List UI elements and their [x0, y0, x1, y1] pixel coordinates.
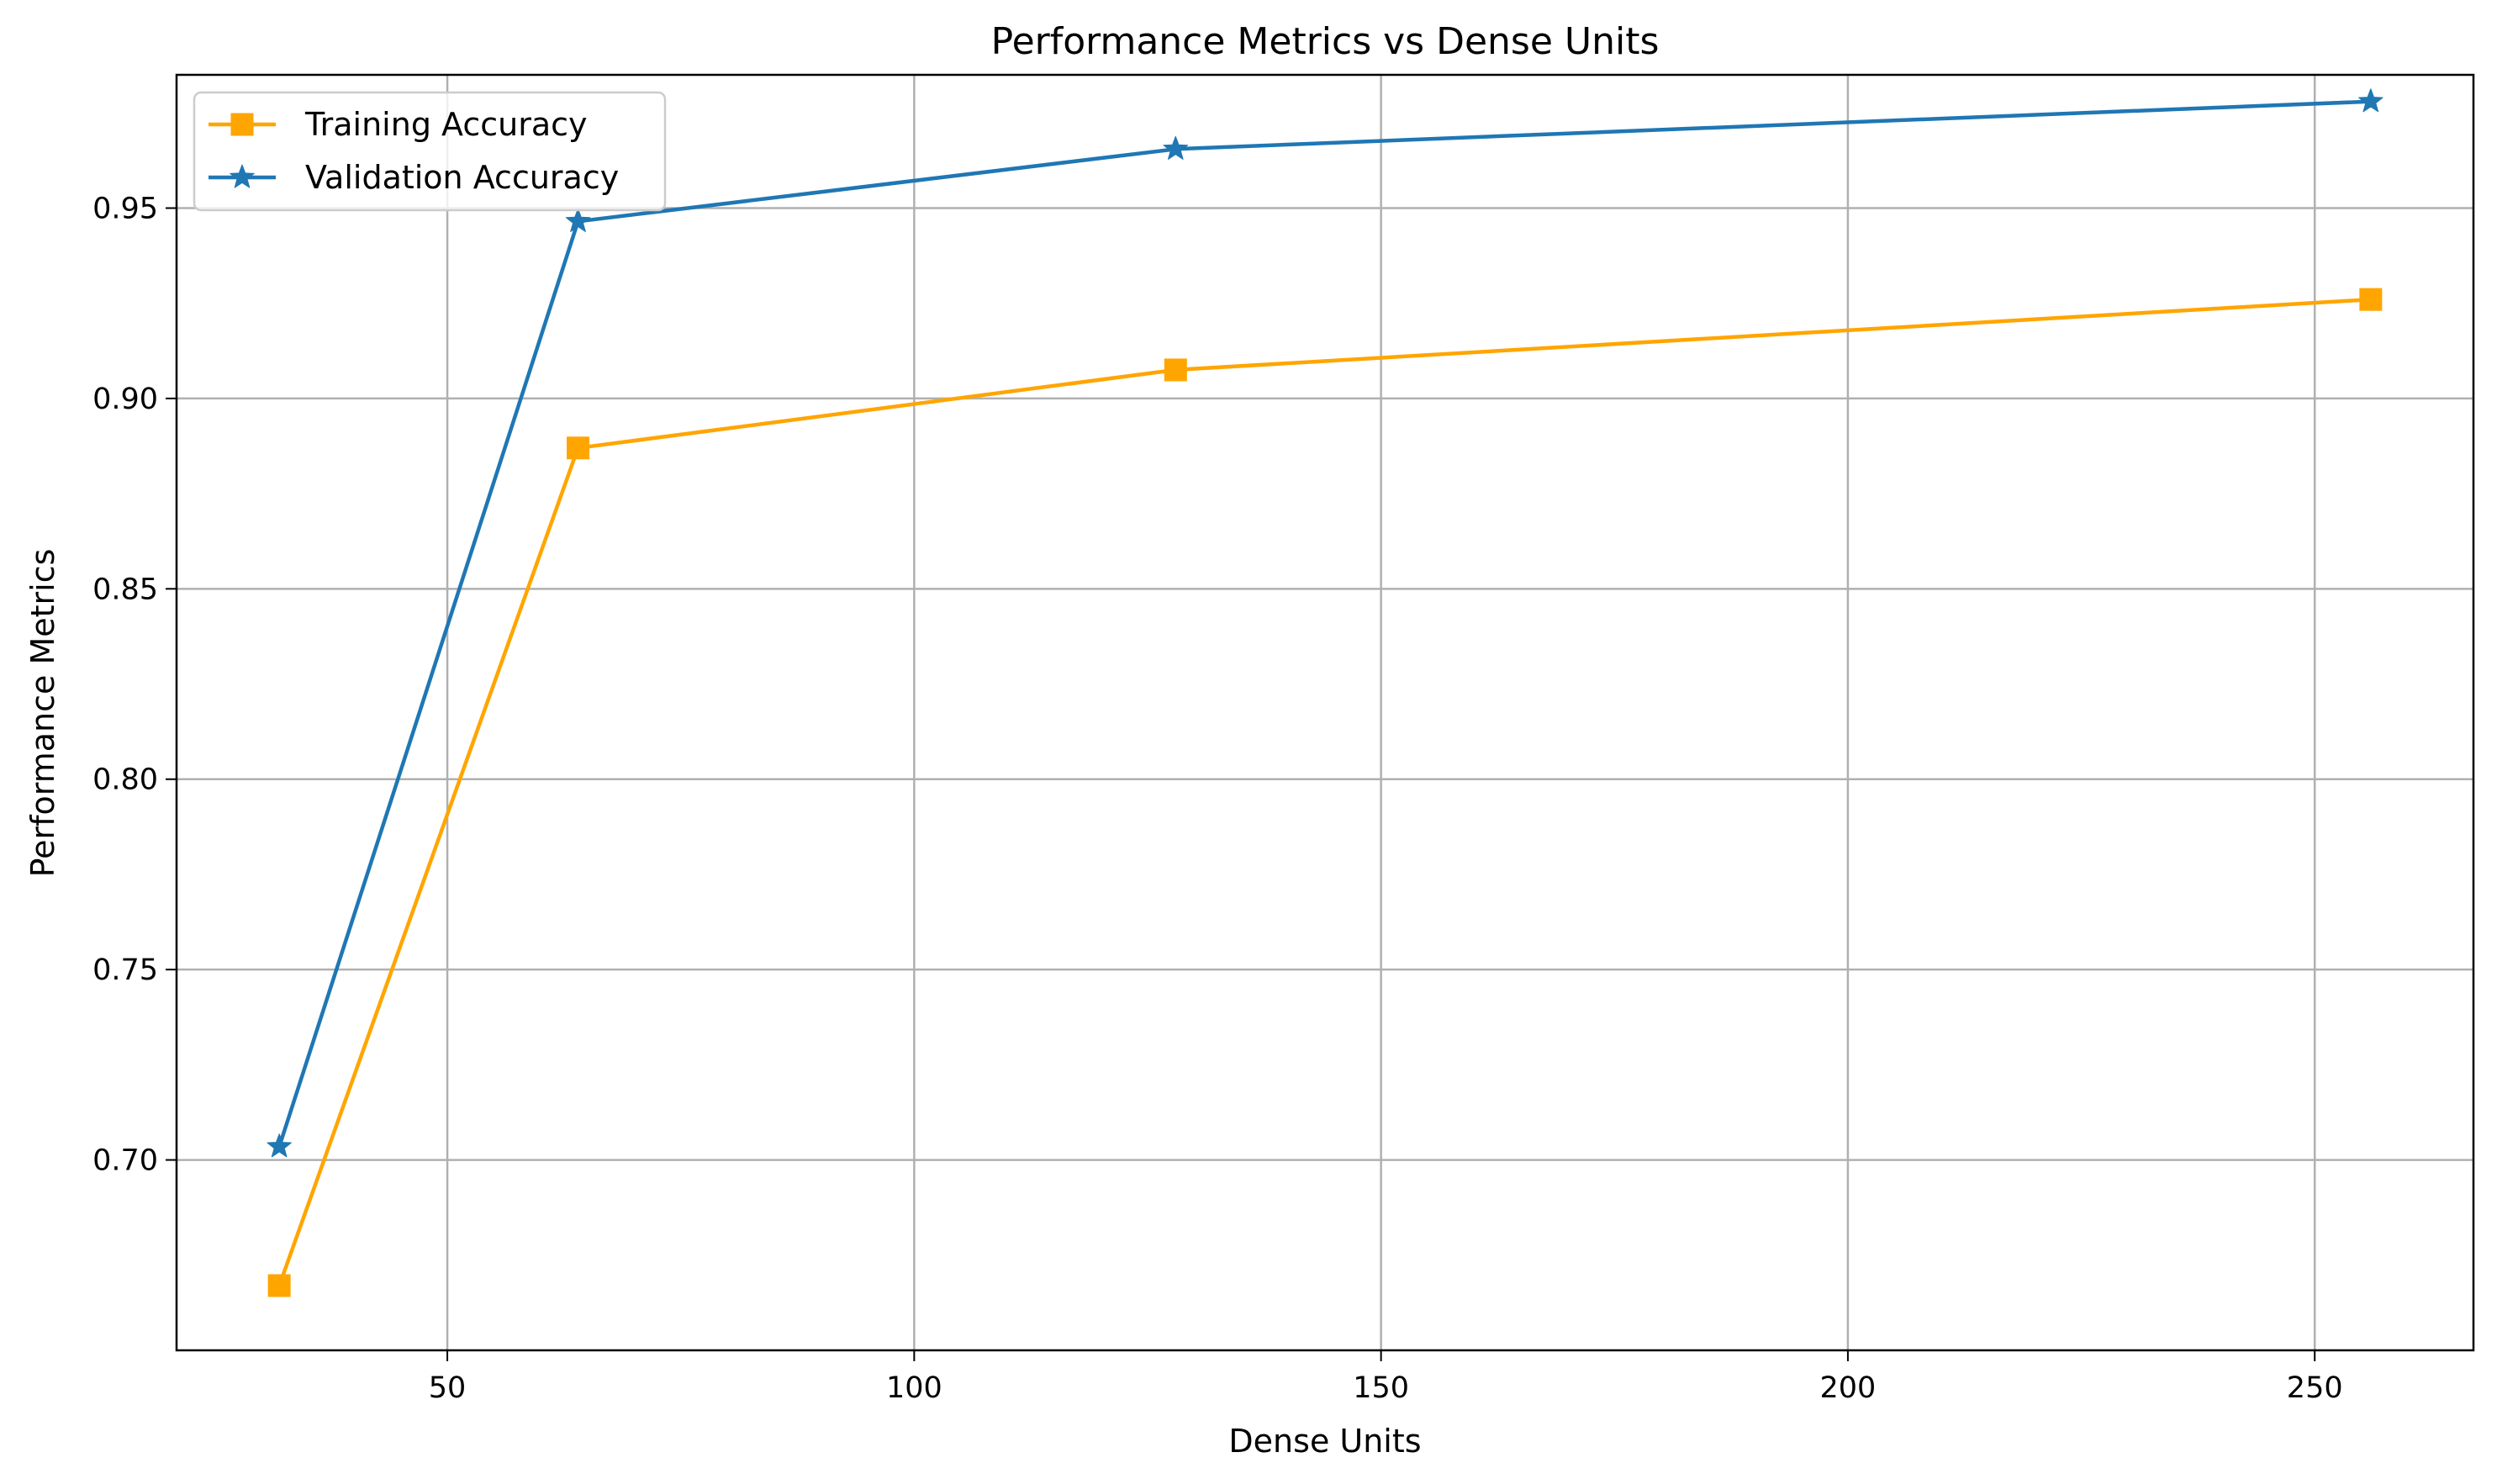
- data-point-square: [1164, 358, 1187, 382]
- data-point-star: [565, 208, 591, 232]
- legend-item: Training Accuracy: [209, 106, 588, 143]
- y-tick-label: 0.85: [92, 573, 158, 606]
- y-tick-label: 0.80: [92, 763, 158, 797]
- x-tick-label: 250: [2287, 1371, 2343, 1405]
- series-layer: [267, 88, 2384, 1297]
- legend-box: [193, 91, 667, 212]
- legend-item: Validation Accuracy: [209, 159, 619, 196]
- data-point-star: [2358, 88, 2384, 113]
- legend: Training Accuracy Validation Accuracy: [193, 91, 667, 212]
- x-tick-label: 100: [886, 1371, 942, 1405]
- y-tick-label: 0.95: [92, 192, 158, 225]
- x-axis-label: Dense Units: [1228, 1423, 1421, 1460]
- legend-label: Training Accuracy: [304, 106, 588, 143]
- series-validation-accuracy: [267, 88, 2384, 1158]
- series-training-accuracy: [267, 288, 2383, 1297]
- plot-area-frame: [175, 73, 2475, 1352]
- data-point-star: [1163, 135, 1189, 160]
- data-point-square: [267, 1274, 291, 1297]
- legend-star-marker: [230, 164, 255, 188]
- x-tick-label: 50: [429, 1371, 467, 1405]
- data-point-square: [567, 436, 590, 460]
- y-tick-label: 0.90: [92, 383, 158, 416]
- series-line: [277, 297, 2373, 1288]
- y-tick-label: 0.70: [92, 1144, 158, 1178]
- legend-label: Validation Accuracy: [305, 159, 619, 196]
- data-point-square: [2359, 288, 2383, 311]
- chart-title: Performance Metrics vs Dense Units: [991, 20, 1660, 63]
- data-point-star: [267, 1133, 292, 1158]
- legend-square-marker: [230, 113, 254, 136]
- y-axis-label: Performance Metrics: [24, 549, 61, 878]
- y-tick-label: 0.75: [92, 953, 158, 987]
- tick-layer: 50 100 150 200 250 0.70 0.75 0.80 0.85 0.90 0.95: [92, 192, 2343, 1405]
- x-tick-label: 150: [1353, 1371, 1409, 1405]
- x-tick-label: 200: [1820, 1371, 1877, 1405]
- series-line: [277, 99, 2373, 1149]
